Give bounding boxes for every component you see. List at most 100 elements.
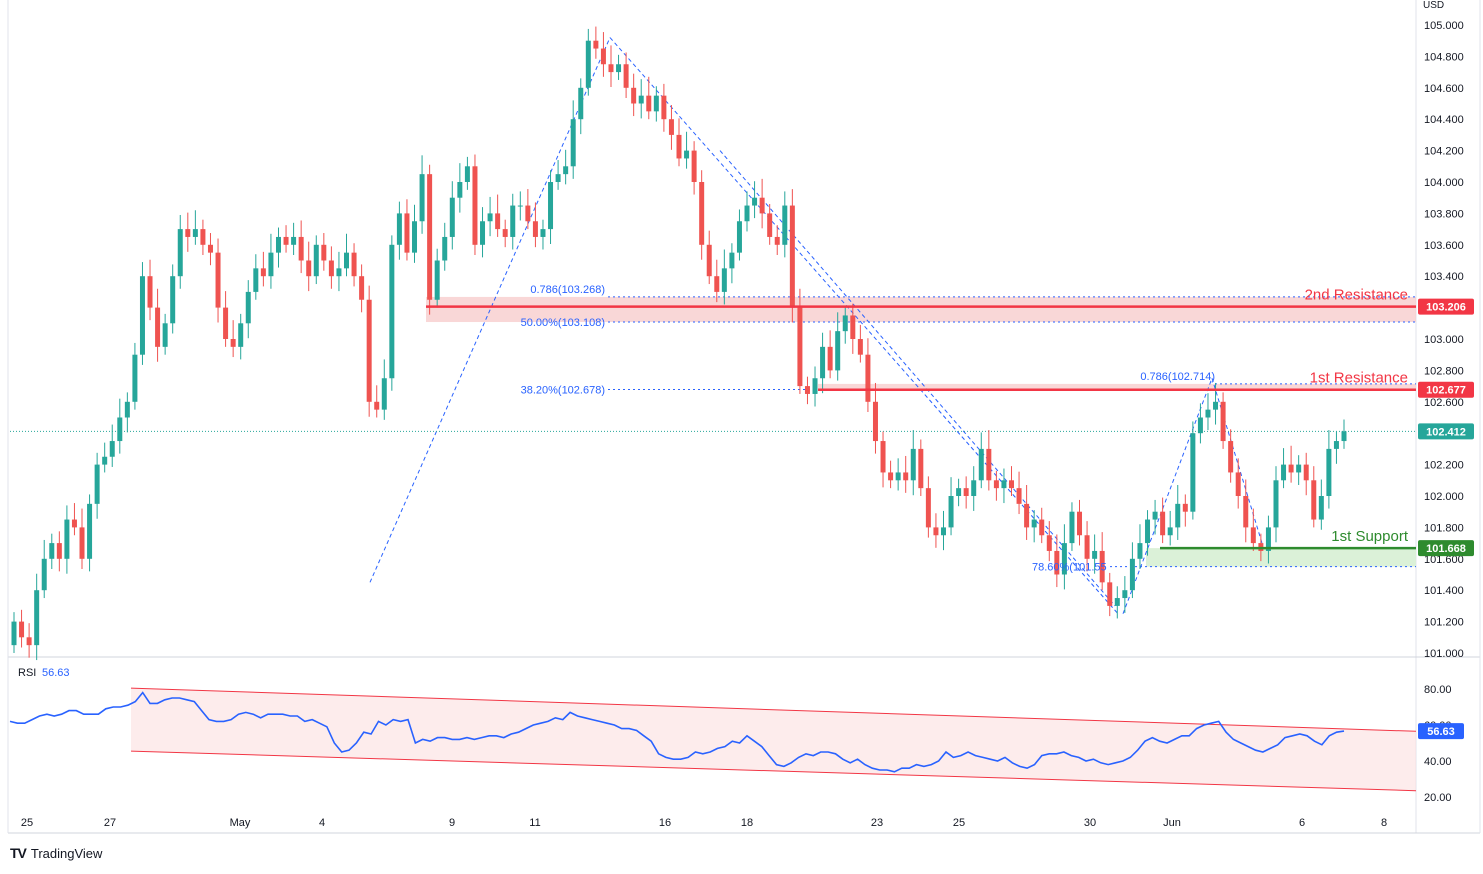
candle-body bbox=[215, 252, 221, 308]
candle-body bbox=[532, 221, 538, 237]
candle-body bbox=[26, 637, 32, 646]
candle-body bbox=[434, 260, 440, 300]
candle-body bbox=[1311, 480, 1317, 520]
candle-body bbox=[1107, 582, 1113, 606]
candle-body bbox=[1197, 417, 1203, 434]
candle-body bbox=[87, 503, 93, 559]
resistance-zone-1 bbox=[818, 383, 1416, 390]
candle-body bbox=[117, 417, 123, 442]
candle-body bbox=[412, 221, 418, 253]
candle-body bbox=[1092, 550, 1098, 559]
candles-group bbox=[11, 26, 1347, 661]
candle-body bbox=[1303, 464, 1309, 481]
candle-body bbox=[699, 182, 705, 245]
candle-body bbox=[245, 291, 251, 324]
price-tick-label: 102.000 bbox=[1424, 491, 1464, 503]
candle-body bbox=[744, 205, 750, 222]
candle-body bbox=[1129, 558, 1135, 591]
candle-body bbox=[11, 621, 17, 646]
candle-body bbox=[306, 260, 312, 277]
candle-body bbox=[374, 401, 380, 410]
candle-body bbox=[64, 519, 70, 559]
trend-dashed-line bbox=[719, 150, 1116, 607]
candle-body bbox=[1333, 441, 1339, 449]
candle-body bbox=[993, 480, 999, 489]
rsi-channel-lower bbox=[130, 750, 1417, 792]
rsi-channel-upper bbox=[130, 687, 1417, 732]
price-tick-label: 102.200 bbox=[1424, 460, 1464, 472]
candle-body bbox=[344, 252, 349, 269]
candle-body bbox=[1205, 409, 1211, 418]
last-price-badge bbox=[1418, 423, 1474, 440]
time-tick-label: 11 bbox=[529, 817, 540, 829]
candle-body bbox=[903, 472, 909, 481]
candle-body bbox=[1175, 503, 1181, 528]
resistance-2-label: 2nd Resistance bbox=[1305, 287, 1408, 304]
time-tick-label: 4 bbox=[319, 817, 325, 829]
candle-body bbox=[797, 307, 803, 387]
candle-body bbox=[404, 213, 410, 253]
candle-body bbox=[827, 346, 833, 371]
candle-body bbox=[139, 276, 145, 355]
support-1-badge bbox=[1418, 540, 1474, 557]
time-tick-label: 18 bbox=[741, 817, 753, 829]
rsi-title: RSI bbox=[18, 667, 36, 679]
price-tick-label: 101.400 bbox=[1424, 585, 1464, 597]
candle-body bbox=[1235, 472, 1241, 496]
price-tick-label: 101.600 bbox=[1424, 554, 1464, 566]
candle-body bbox=[593, 40, 599, 49]
candle-body bbox=[132, 354, 138, 402]
candle-body bbox=[1069, 511, 1075, 544]
candle-body bbox=[283, 236, 289, 245]
candle-body bbox=[563, 166, 569, 175]
candle-body bbox=[940, 527, 946, 536]
candle-body bbox=[956, 488, 962, 496]
candle-body bbox=[177, 229, 183, 277]
currency-label: USD bbox=[1423, 0, 1444, 11]
candle-body bbox=[291, 236, 297, 245]
candle-body bbox=[525, 205, 531, 222]
candle-body bbox=[767, 213, 773, 237]
candle-body bbox=[192, 229, 198, 237]
candle-body bbox=[207, 244, 213, 253]
candle-body bbox=[842, 315, 848, 332]
candle-body bbox=[872, 401, 878, 442]
tradingview-brand[interactable]: TV TradingView bbox=[10, 844, 102, 862]
trend-dashed-line bbox=[1211, 378, 1263, 544]
candle-body bbox=[910, 448, 916, 481]
candle-body bbox=[1145, 519, 1151, 544]
rsi-channel-fill bbox=[131, 688, 1416, 791]
tradingview-brand-text: TradingView bbox=[30, 845, 103, 861]
candle-body bbox=[570, 119, 576, 167]
rsi-line bbox=[9, 691, 1345, 773]
candle-body bbox=[328, 260, 334, 277]
candle-body bbox=[1273, 480, 1279, 528]
candle-body bbox=[555, 174, 561, 182]
price-tick-label: 103.800 bbox=[1424, 208, 1464, 220]
candle-body bbox=[971, 480, 977, 496]
fib-label: 78.60%(101.55 bbox=[1032, 562, 1107, 574]
candle-body bbox=[1054, 550, 1060, 575]
time-tick-label: 23 bbox=[871, 817, 883, 829]
candle-body bbox=[1182, 503, 1188, 512]
candle-body bbox=[585, 40, 591, 88]
candle-body bbox=[449, 197, 455, 237]
time-tick-label: 25 bbox=[21, 817, 33, 829]
fib-label: 0.786(102.714) bbox=[1140, 371, 1215, 383]
candle-body bbox=[495, 213, 501, 230]
candle-body bbox=[638, 95, 644, 104]
candle-body bbox=[260, 268, 266, 277]
candle-body bbox=[19, 621, 25, 638]
candle-body bbox=[1031, 519, 1037, 528]
candle-body bbox=[79, 527, 85, 559]
candle-body bbox=[804, 386, 810, 394]
resistance-zone-2 bbox=[426, 296, 1416, 323]
candle-body bbox=[162, 323, 168, 347]
price-tick-label: 103.600 bbox=[1424, 240, 1464, 252]
candle-body bbox=[170, 276, 176, 324]
candle-body bbox=[888, 472, 894, 481]
candle-body bbox=[124, 401, 130, 418]
